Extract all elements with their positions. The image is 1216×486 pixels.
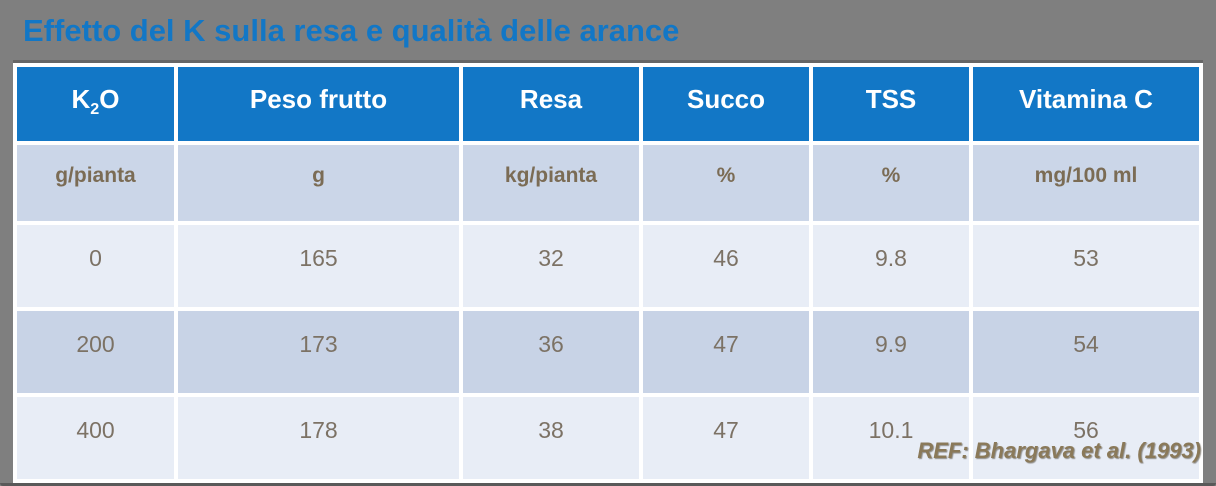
unit-cell-k2o: g/pianta	[17, 145, 174, 221]
header-cell-tss: TSS	[813, 67, 969, 141]
data-row-2: 400 178 38 47 10.1 56	[17, 397, 1199, 479]
header-k2o-subscript: 2	[90, 99, 100, 118]
header-k2o-base: K	[71, 83, 91, 114]
unit-cell-tss: %	[813, 145, 969, 221]
oranges-data-table: K2O Peso frutto Resa Succo TSS Vitamina …	[13, 63, 1203, 483]
table-cell: 9.8	[813, 225, 969, 307]
table-cell: 165	[178, 225, 459, 307]
table-cell: 200	[17, 311, 174, 393]
header-cell-succo: Succo	[643, 67, 809, 141]
table-cell: 46	[643, 225, 809, 307]
table-cell: 53	[973, 225, 1199, 307]
reference-citation: REF: Bhargava et al. (1993)	[917, 438, 1201, 463]
data-row-1: 200 173 36 47 9.9 54	[17, 311, 1199, 393]
unit-cell-resa: kg/pianta	[463, 145, 639, 221]
header-cell-peso-frutto: Peso frutto	[178, 67, 459, 141]
header-k2o-suffix: O	[99, 83, 120, 114]
header-cell-k2o: K2O	[17, 67, 174, 141]
table-cell: 178	[178, 397, 459, 479]
table-cell: 56	[973, 397, 1199, 479]
table-cell: 36	[463, 311, 639, 393]
header-cell-resa: Resa	[463, 67, 639, 141]
table-cell: 54	[973, 311, 1199, 393]
header-cell-vitamina-c: Vitamina C	[973, 67, 1199, 141]
table-cell: 10.1	[813, 397, 969, 479]
table-cell: 47	[643, 311, 809, 393]
table-cell: 32	[463, 225, 639, 307]
slide-bottom-edge	[0, 483, 1216, 486]
slide-title: Effetto del K sulla resa e qualità delle…	[23, 13, 680, 48]
table-cell: 47	[643, 397, 809, 479]
units-row: g/pianta g kg/pianta % % mg/100 ml	[17, 145, 1199, 221]
table-cell: 173	[178, 311, 459, 393]
header-row: K2O Peso frutto Resa Succo TSS Vitamina …	[17, 67, 1199, 141]
table-frame: K2O Peso frutto Resa Succo TSS Vitamina …	[13, 60, 1203, 483]
unit-cell-peso-frutto: g	[178, 145, 459, 221]
table-cell: 38	[463, 397, 639, 479]
unit-cell-succo: %	[643, 145, 809, 221]
table-cell: 9.9	[813, 311, 969, 393]
table-cell: 0	[17, 225, 174, 307]
unit-cell-vitamina-c: mg/100 ml	[973, 145, 1199, 221]
table-cell: 400	[17, 397, 174, 479]
data-row-0: 0 165 32 46 9.8 53	[17, 225, 1199, 307]
